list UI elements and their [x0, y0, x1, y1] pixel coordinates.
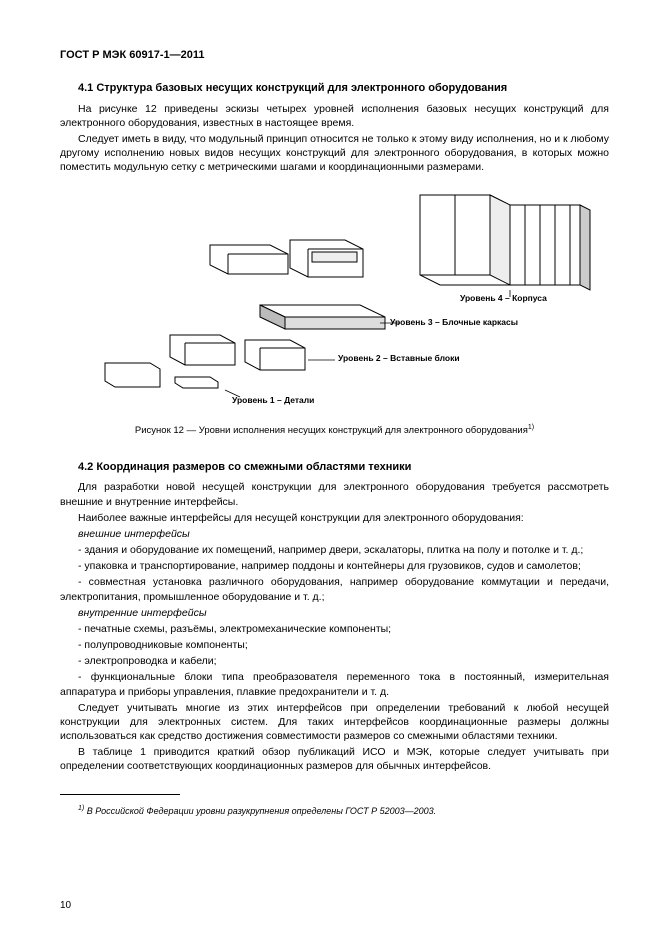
internal-item-4: - функциональные блоки типа преобразоват… — [60, 670, 609, 698]
document-id: ГОСТ Р МЭК 60917-1—2011 — [60, 48, 609, 63]
section-41-para-1: На рисунке 12 приведены эскизы четырех у… — [60, 102, 609, 130]
page-number: 10 — [60, 899, 71, 913]
section-41-para-2: Следует иметь в виду, что модульный прин… — [60, 132, 609, 175]
figure-label-level-3: Уровень 3 – Блочные каркасы — [390, 317, 518, 328]
external-interfaces-label: внешние интерфейсы — [60, 527, 609, 541]
footnote-text: В Российской Федерации уровни разукрупне… — [84, 806, 436, 816]
figure-12-caption: Рисунок 12 — Уровни исполнения несущих к… — [60, 423, 609, 438]
section-42-para-2: Наиболее важные интерфейсы для несущей к… — [60, 511, 609, 525]
footnote-rule — [60, 794, 180, 795]
external-item-2: - упаковка и транспортирование, например… — [60, 559, 609, 573]
figure-12-diagram: Уровень 4 – Корпуса Уровень 3 – Блочные … — [60, 185, 609, 415]
footnote-1: 1) В Российской Федерации уровни разукру… — [60, 804, 609, 817]
internal-item-2: - полупроводниковые компоненты; — [60, 638, 609, 652]
internal-item-1: - печатные схемы, разъёмы, электромехани… — [60, 622, 609, 636]
section-41-heading: 4.1 Структура базовых несущих конструкци… — [60, 81, 609, 96]
figure-label-level-4: Уровень 4 – Корпуса — [460, 293, 547, 304]
section-42-para-3: Следует учитывать многие из этих интерфе… — [60, 701, 609, 744]
section-42-para-4: В таблице 1 приводится краткий обзор пуб… — [60, 745, 609, 773]
internal-interfaces-label: внутренние интерфейсы — [60, 606, 609, 620]
page: ГОСТ Р МЭК 60917-1—2011 4.1 Структура ба… — [0, 0, 661, 936]
external-item-1: - здания и оборудование их помещений, на… — [60, 543, 609, 557]
internal-item-3: - электропроводка и кабели; — [60, 654, 609, 668]
figure-caption-sup: 1) — [528, 424, 534, 431]
external-item-3: - совместная установка различного оборуд… — [60, 575, 609, 603]
figure-label-level-2: Уровень 2 – Вставные блоки — [338, 353, 460, 364]
figure-label-level-1: Уровень 1 – Детали — [232, 395, 314, 406]
section-42-para-1: Для разработки новой несущей конструкции… — [60, 480, 609, 508]
section-42-heading: 4.2 Координация размеров со смежными обл… — [60, 460, 609, 475]
figure-caption-text: Рисунок 12 — Уровни исполнения несущих к… — [135, 425, 528, 436]
